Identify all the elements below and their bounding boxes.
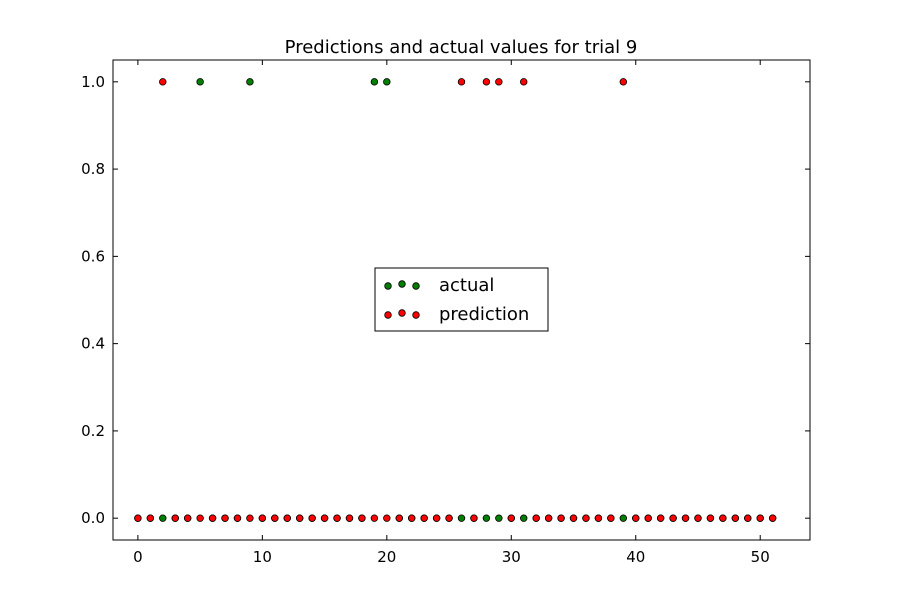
point-prediction <box>656 514 665 522</box>
y-tick-label: 0.4 <box>81 335 105 353</box>
x-tick-label: 50 <box>751 548 770 566</box>
point-prediction <box>557 514 565 522</box>
legend-label-prediction: prediction <box>439 304 529 325</box>
point-prediction <box>271 514 279 522</box>
point-prediction <box>445 514 453 522</box>
point-actual <box>159 514 167 522</box>
point-prediction <box>320 514 329 522</box>
data-points <box>134 78 777 522</box>
point-prediction <box>520 78 528 86</box>
point-prediction <box>432 514 441 522</box>
point-prediction <box>582 514 590 522</box>
point-prediction <box>632 514 640 522</box>
point-actual <box>246 78 254 86</box>
point-prediction <box>706 514 715 522</box>
point-prediction <box>221 514 229 522</box>
point-prediction <box>233 514 242 522</box>
point-prediction <box>495 78 503 86</box>
y-tick-label: 0.8 <box>81 160 105 178</box>
plot-frame <box>112 59 811 541</box>
legend-box <box>374 267 549 332</box>
y-tick-label: 1.0 <box>81 73 105 91</box>
legend: actual prediction <box>374 267 549 332</box>
point-prediction <box>694 514 702 522</box>
legend-label-actual: actual <box>439 275 494 296</box>
point-prediction <box>669 514 677 522</box>
legend-marker-actual <box>384 282 392 290</box>
legend-marker-prediction <box>412 311 420 319</box>
y-tick-label: 0.6 <box>81 247 105 265</box>
legend-marker-actual <box>398 280 406 288</box>
point-prediction <box>482 78 491 86</box>
point-prediction <box>159 78 167 86</box>
point-prediction <box>594 514 603 522</box>
point-prediction <box>731 514 740 522</box>
x-tick-label: 0 <box>133 548 143 566</box>
point-actual <box>383 78 391 86</box>
point-prediction <box>768 514 777 522</box>
point-actual <box>520 514 528 522</box>
point-prediction <box>457 78 466 86</box>
point-prediction <box>183 514 192 522</box>
point-prediction <box>358 514 366 522</box>
point-prediction <box>619 78 628 86</box>
point-prediction <box>395 514 403 522</box>
point-prediction <box>295 514 304 522</box>
y-tick-label: 0.0 <box>81 509 105 527</box>
point-prediction <box>370 514 379 522</box>
point-actual <box>495 514 503 522</box>
x-tick-label: 10 <box>253 548 272 566</box>
point-actual <box>370 78 379 86</box>
point-prediction <box>681 514 690 522</box>
point-prediction <box>507 514 515 522</box>
point-actual <box>457 514 466 522</box>
point-prediction <box>544 514 553 522</box>
point-prediction <box>470 514 478 522</box>
legend-marker-actual <box>412 282 420 290</box>
point-prediction <box>308 514 316 522</box>
point-prediction <box>134 514 142 522</box>
x-axis-ticks: 0 10 20 30 40 50 <box>133 60 770 566</box>
point-prediction <box>208 514 217 522</box>
point-prediction <box>258 514 267 522</box>
point-prediction <box>246 514 254 522</box>
point-prediction <box>532 514 540 522</box>
point-prediction <box>569 514 578 522</box>
legend-marker-prediction <box>398 309 406 317</box>
x-tick-label: 20 <box>377 548 396 566</box>
point-actual <box>619 514 628 522</box>
point-prediction <box>345 514 354 522</box>
point-prediction <box>744 514 752 522</box>
x-tick-label: 40 <box>626 548 645 566</box>
point-prediction <box>420 514 428 522</box>
point-prediction <box>196 514 204 522</box>
point-prediction <box>283 514 291 522</box>
point-prediction <box>383 514 391 522</box>
y-tick-label: 0.2 <box>81 422 105 440</box>
chart-title: Predictions and actual values for trial … <box>285 37 638 58</box>
legend-marker-prediction <box>384 311 392 319</box>
x-tick-label: 30 <box>502 548 521 566</box>
point-prediction <box>607 514 615 522</box>
point-prediction <box>171 514 179 522</box>
point-prediction <box>408 514 416 522</box>
point-actual <box>482 514 491 522</box>
point-actual <box>196 78 204 86</box>
y-axis-ticks: 0.0 0.2 0.4 0.6 0.8 1.0 <box>81 73 810 527</box>
point-prediction <box>756 514 764 522</box>
point-prediction <box>719 514 727 522</box>
point-prediction <box>644 514 652 522</box>
point-prediction <box>333 514 341 522</box>
point-prediction <box>146 514 155 522</box>
